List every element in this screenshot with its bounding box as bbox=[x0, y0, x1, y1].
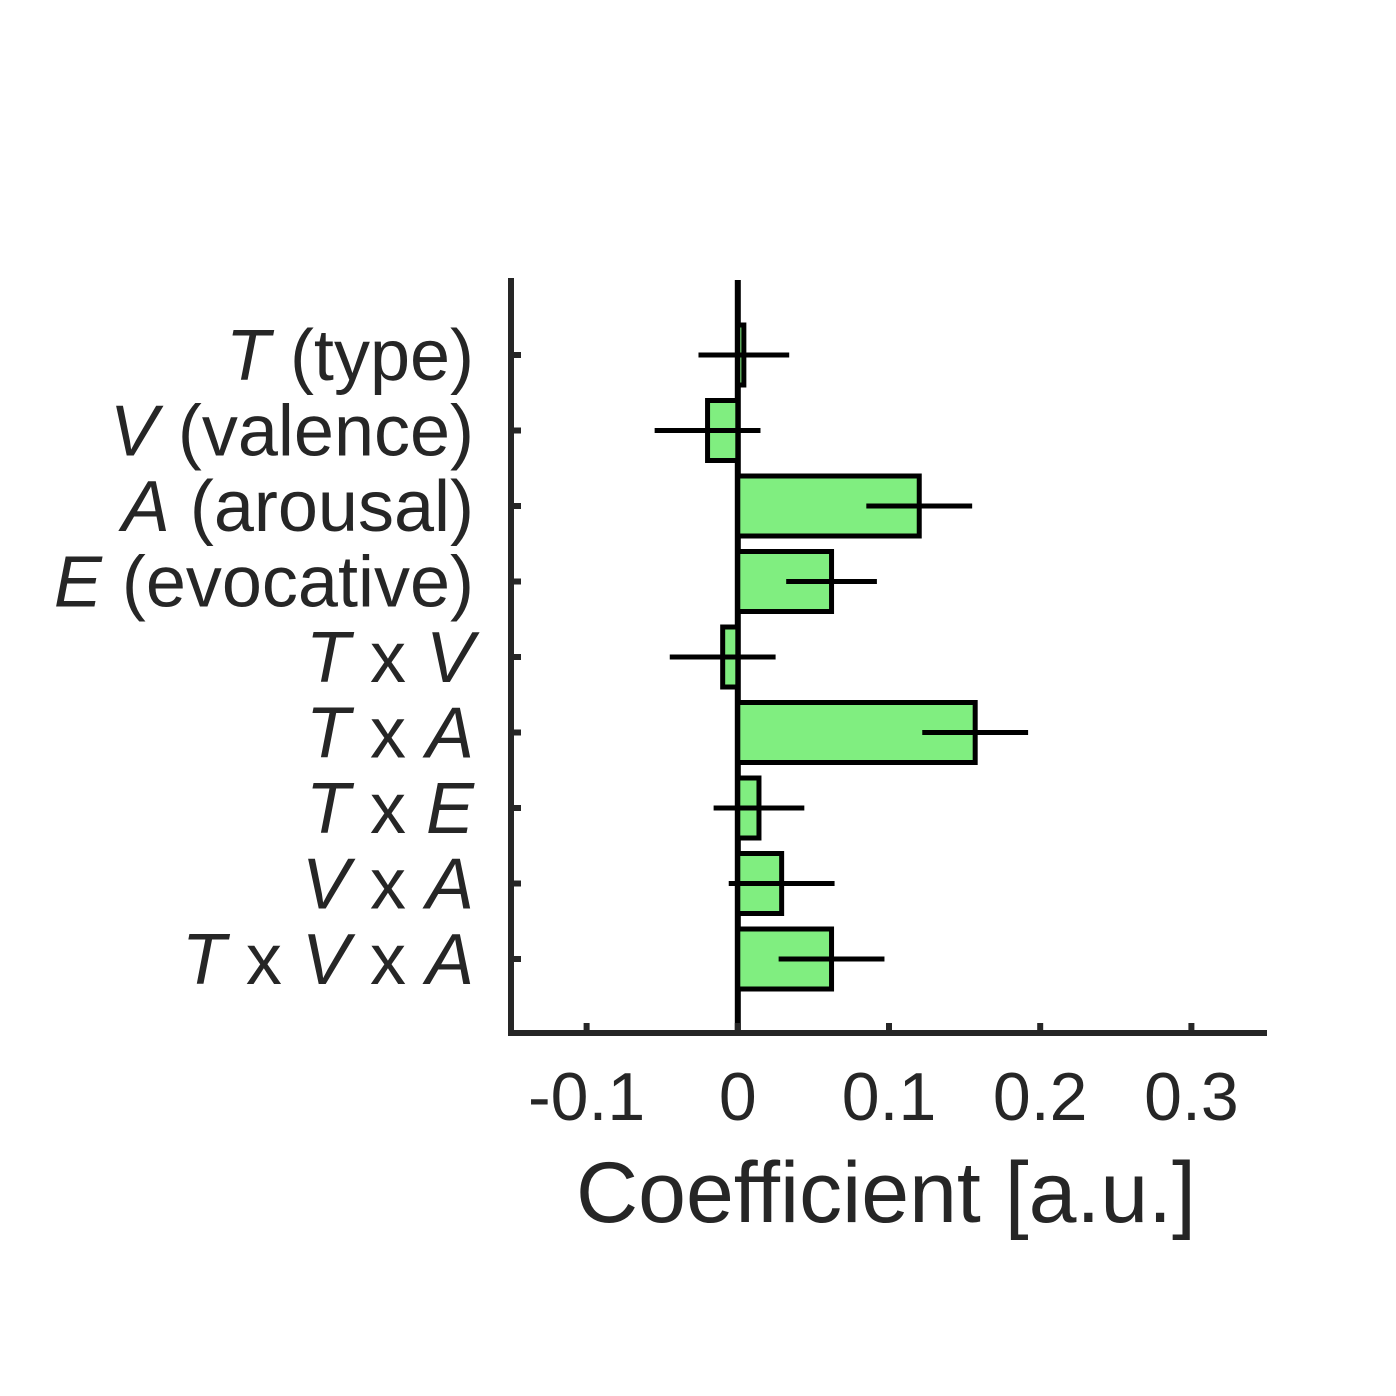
x-tick-label: -0.1 bbox=[528, 1059, 645, 1135]
category-label: A (arousal) bbox=[118, 467, 474, 547]
x-tick-label: 0 bbox=[719, 1059, 757, 1135]
labels-layer: T (type)V (valence)A (arousal)E (evocati… bbox=[54, 316, 1239, 1135]
x-axis-title: Coefficient [a.u.] bbox=[576, 1145, 1196, 1241]
category-label: V (valence) bbox=[110, 392, 474, 472]
x-tick-label: 0.2 bbox=[993, 1059, 1088, 1135]
category-label: T x A bbox=[306, 694, 474, 774]
category-label: V x A bbox=[302, 845, 474, 925]
error-bars-layer bbox=[654, 352, 1029, 962]
category-label: T x V bbox=[306, 618, 480, 698]
x-tick-label: 0.3 bbox=[1144, 1059, 1239, 1135]
x-tick-label: 0.1 bbox=[842, 1059, 937, 1135]
category-label: T x E bbox=[306, 769, 475, 849]
category-label: E (evocative) bbox=[54, 543, 474, 623]
category-label: T x V x A bbox=[182, 920, 474, 1000]
category-label: T (type) bbox=[226, 316, 474, 396]
axes-layer bbox=[508, 278, 1267, 1036]
